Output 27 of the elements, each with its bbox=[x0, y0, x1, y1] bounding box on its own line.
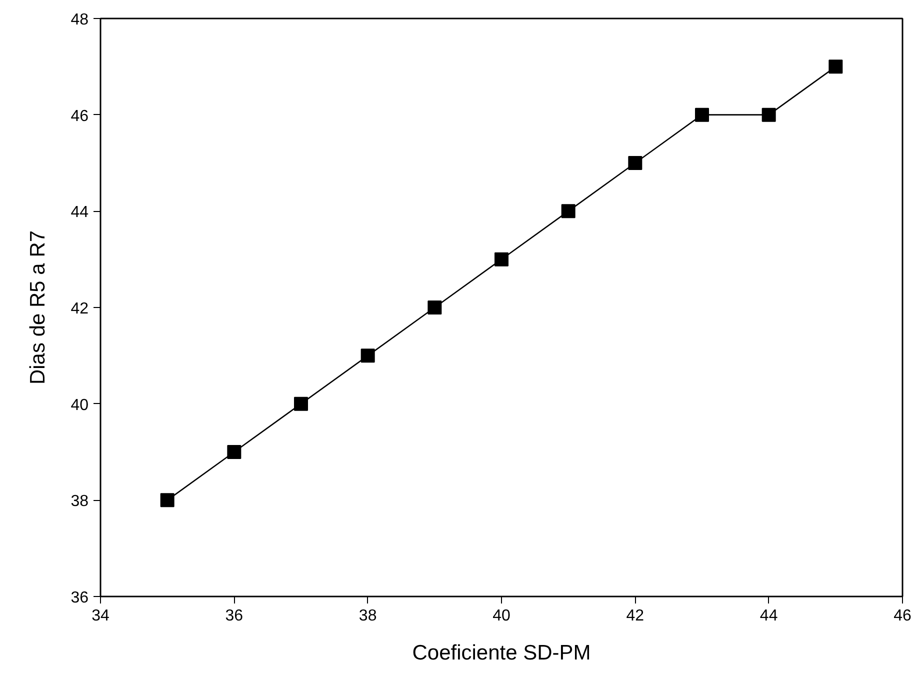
x-tick-label: 34 bbox=[92, 608, 110, 624]
point bbox=[428, 300, 442, 314]
y-tick-label: 48 bbox=[70, 12, 89, 28]
y-tick-label: 38 bbox=[70, 493, 89, 510]
x-tick-label: 44 bbox=[760, 608, 778, 624]
x-tick-label: 46 bbox=[894, 608, 912, 624]
point bbox=[561, 204, 576, 218]
point bbox=[494, 252, 508, 266]
point bbox=[762, 108, 776, 122]
point bbox=[628, 156, 642, 170]
y-tick-label: 40 bbox=[70, 396, 89, 414]
x-axis-title: Coeficiente SD-PM bbox=[412, 642, 591, 664]
y-tick-label: 46 bbox=[70, 108, 89, 125]
point bbox=[160, 493, 174, 508]
y-tick-label: 36 bbox=[70, 590, 89, 606]
point bbox=[695, 108, 709, 122]
point bbox=[828, 60, 843, 74]
x-tick-label: 42 bbox=[626, 608, 644, 624]
y-axis-title: Dias de R5 a R7 bbox=[26, 230, 50, 385]
x-tick-label: 40 bbox=[492, 608, 510, 624]
point bbox=[294, 396, 308, 411]
y-tick-label: 44 bbox=[70, 204, 89, 222]
y-tick-label: 42 bbox=[70, 300, 89, 318]
point bbox=[227, 445, 242, 459]
point bbox=[360, 348, 375, 363]
x-tick-label: 38 bbox=[358, 608, 377, 624]
x-tick-label: 36 bbox=[225, 608, 244, 624]
